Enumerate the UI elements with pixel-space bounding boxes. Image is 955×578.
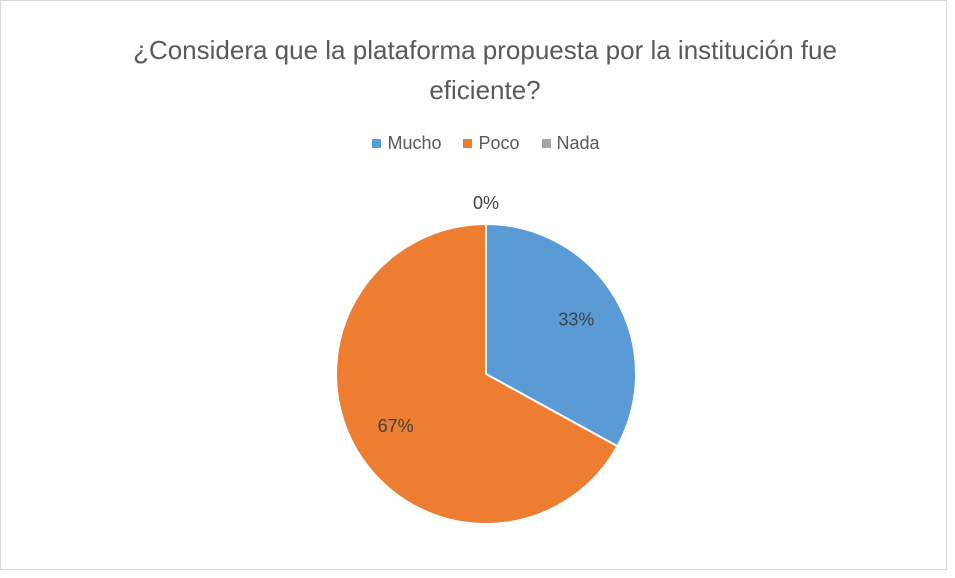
legend-swatch bbox=[372, 139, 382, 148]
data-label: 0% bbox=[473, 193, 499, 213]
legend: Mucho Poco Nada bbox=[0, 133, 955, 154]
legend-label: Nada bbox=[556, 133, 600, 153]
legend-label: Mucho bbox=[387, 133, 442, 153]
data-label: 33% bbox=[558, 309, 594, 329]
legend-item: Mucho bbox=[372, 133, 441, 154]
data-label: 67% bbox=[378, 416, 414, 436]
pie-slice bbox=[485, 222, 637, 448]
legend-label: Poco bbox=[478, 133, 520, 153]
legend-swatch bbox=[463, 139, 473, 148]
chart-title: ¿Considera que la plataforma propuesta p… bbox=[133, 35, 837, 105]
legend-swatch bbox=[541, 139, 551, 148]
pie-slice bbox=[335, 222, 619, 525]
legend-item: Nada bbox=[541, 133, 600, 154]
legend-item: Poco bbox=[463, 133, 520, 154]
